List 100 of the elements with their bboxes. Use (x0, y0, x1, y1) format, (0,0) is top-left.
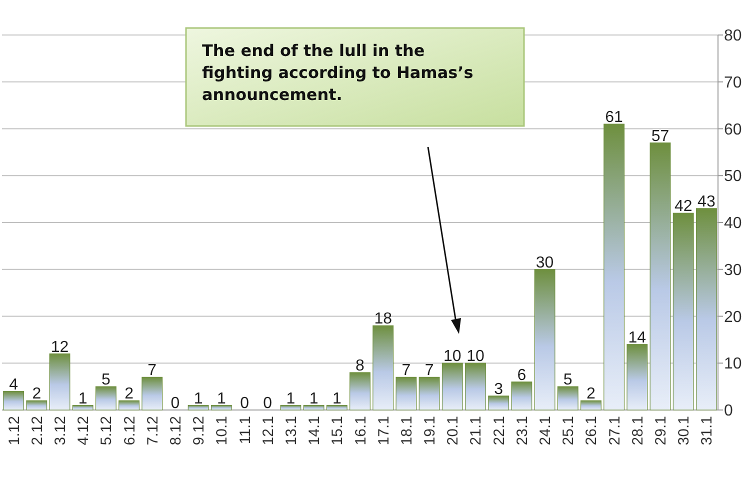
x-tick-label: 4.12 (75, 416, 92, 446)
y-tick-label: 70 (724, 74, 742, 92)
bar (488, 396, 510, 410)
bar (626, 344, 648, 410)
data-label: 1 (78, 390, 88, 408)
bar (672, 212, 694, 410)
x-tick-label: 12.1 (260, 416, 277, 446)
x-tick-label: 25.1 (560, 416, 578, 446)
data-label: 5 (563, 372, 572, 389)
bar (72, 405, 94, 410)
x-tick-label: 20.1 (444, 416, 462, 446)
bar (396, 376, 417, 410)
x-tick-label: 14.1 (306, 416, 324, 446)
bar (650, 142, 671, 410)
y-tick-label: 60 (724, 121, 742, 138)
data-label: 12 (50, 338, 69, 356)
y-tick-label: 80 (724, 28, 742, 45)
x-tick-label: 16.1 (352, 416, 370, 446)
x-tick-label: 29.1 (652, 416, 670, 446)
bar (26, 400, 48, 410)
bar (465, 362, 486, 410)
x-tick-label: 22.1 (490, 416, 508, 446)
bar (95, 386, 116, 410)
data-label: 0 (240, 395, 250, 412)
data-label: 8 (356, 358, 365, 374)
data-label: 57 (651, 128, 670, 145)
x-tick-label: 18.1 (398, 416, 416, 446)
bar (604, 124, 625, 410)
data-label: 0 (170, 395, 180, 412)
x-tick-label: 21.1 (468, 416, 485, 446)
x-tick-label: 28.1 (629, 416, 646, 446)
x-tick-label: 27.1 (606, 416, 624, 446)
bar (49, 353, 70, 410)
x-tick-label: 7.12 (144, 416, 162, 446)
x-tick-label: 3.12 (52, 416, 69, 446)
data-label: 0 (263, 395, 272, 412)
x-tick-label: 2.12 (28, 416, 46, 446)
bar (511, 382, 532, 410)
annotation: The end of the lull in the fighting according to Hamas’s announcement. (202, 41, 474, 104)
data-label: 1 (332, 390, 342, 408)
bar (557, 386, 578, 410)
y-tick-label: 20 (724, 308, 742, 326)
x-tick-label: 9.12 (190, 416, 208, 446)
bar (534, 269, 556, 410)
data-label: 2 (124, 386, 134, 403)
data-label: 5 (101, 372, 110, 389)
data-label: 1 (309, 390, 318, 408)
x-tick-label: 19.1 (422, 416, 439, 446)
data-label: 2 (32, 386, 42, 403)
x-tick-label: 1.12 (6, 416, 23, 446)
y-tick-label: 30 (724, 262, 742, 279)
data-label: 61 (605, 109, 624, 126)
x-tick-label: 13.1 (282, 416, 300, 446)
data-label: 7 (148, 362, 157, 380)
x-tick-label: 24.1 (537, 416, 554, 446)
data-label: 1 (194, 390, 203, 408)
bar (188, 405, 209, 410)
bar (350, 372, 370, 410)
data-label: 1 (286, 390, 296, 408)
x-tick-label: 15.1 (329, 416, 346, 446)
data-label: 43 (698, 193, 716, 210)
x-tick-label: 8.12 (167, 416, 184, 446)
y-tick-label: 0 (724, 402, 733, 420)
bar (3, 390, 24, 410)
bar (580, 400, 602, 410)
x-tick-label: 31.1 (698, 416, 716, 446)
bar (326, 405, 348, 410)
y-tick-label: 50 (724, 168, 742, 186)
bar (280, 405, 302, 410)
x-tick-label: 6.12 (121, 416, 138, 446)
bar (210, 405, 232, 410)
x-tick-label: 5.12 (98, 416, 116, 446)
x-tick-label: 30.1 (676, 416, 693, 446)
y-tick-label: 10 (724, 356, 742, 373)
data-label: 30 (536, 254, 554, 272)
data-label: 10 (443, 348, 462, 366)
bar (442, 362, 463, 410)
data-label: 7 (402, 362, 411, 380)
x-tick-label: 17.1 (375, 416, 392, 446)
data-label: 2 (586, 386, 596, 403)
bar (418, 376, 440, 410)
data-label: 42 (674, 198, 692, 216)
data-label: 10 (466, 348, 484, 366)
x-tick-label: 10.1 (214, 416, 231, 446)
bar (303, 405, 324, 410)
data-label: 3 (494, 380, 504, 398)
bar (118, 400, 140, 410)
x-tick-label: 26.1 (583, 416, 600, 446)
bar (372, 325, 394, 410)
x-tick-label: 11.1 (236, 416, 254, 444)
y-tick-label: 40 (724, 215, 742, 232)
data-label: 7 (424, 362, 434, 380)
data-label: 1 (216, 390, 226, 408)
data-label: 6 (517, 366, 526, 384)
bar (142, 376, 163, 410)
data-label: 14 (628, 329, 646, 346)
bar (696, 208, 717, 410)
data-label: 4 (9, 376, 18, 394)
x-tick-label: 23.1 (514, 416, 531, 446)
data-label: 18 (374, 310, 392, 328)
